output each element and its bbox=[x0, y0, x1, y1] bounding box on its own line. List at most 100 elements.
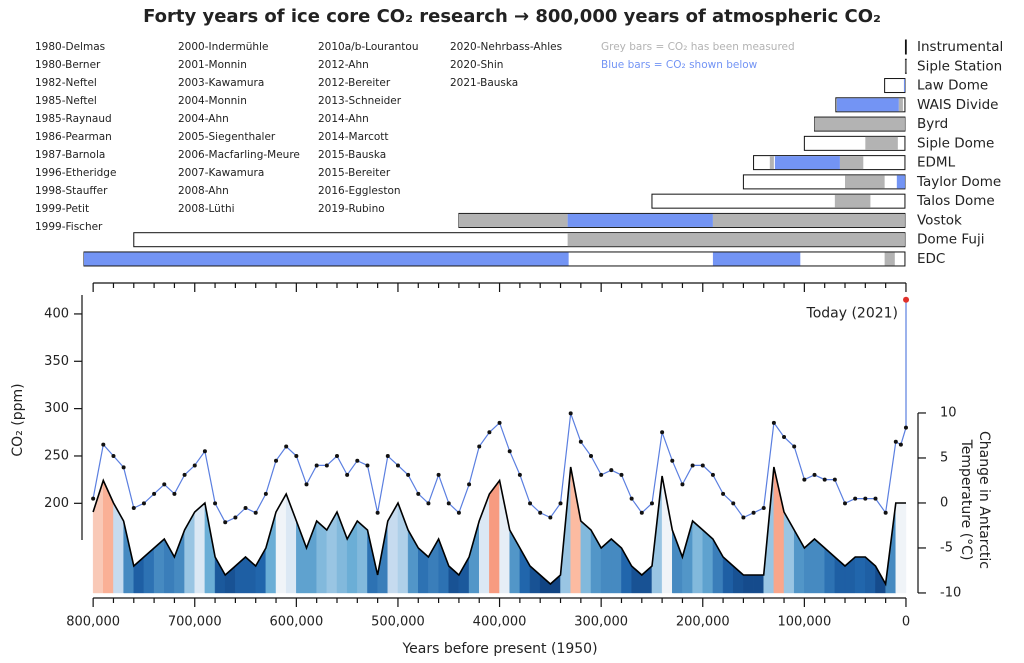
y-tick-label: 350 bbox=[44, 354, 69, 369]
annotation: Today (2021) bbox=[806, 306, 899, 322]
temperature-fill bbox=[458, 556, 470, 594]
reference: 2003-Kawamura bbox=[178, 77, 264, 89]
co2-point bbox=[223, 520, 228, 525]
x-tick-label: 0 bbox=[902, 615, 910, 630]
x-tick-label: 700,000 bbox=[168, 615, 222, 630]
co2-point bbox=[141, 501, 146, 506]
co2-point bbox=[395, 463, 400, 468]
temperature-fill bbox=[519, 547, 531, 594]
co2-point bbox=[375, 510, 380, 515]
co2-point bbox=[355, 458, 360, 463]
reference: 2005-Siegenthaler bbox=[178, 131, 276, 143]
co2-point bbox=[690, 463, 695, 468]
core-segment bbox=[884, 252, 895, 266]
co2-point bbox=[131, 506, 136, 511]
co2-point bbox=[568, 411, 573, 416]
core-segment bbox=[567, 233, 905, 247]
co2-point bbox=[792, 444, 797, 449]
co2-point bbox=[152, 491, 157, 496]
chart-title: Forty years of ice core CO₂ research → 8… bbox=[143, 6, 881, 27]
temperature-fill bbox=[184, 511, 195, 594]
temperature-fill bbox=[306, 520, 317, 594]
co2-point bbox=[101, 442, 106, 447]
core-segment bbox=[903, 79, 905, 93]
y2-axis-label: Temperature (°C) bbox=[958, 439, 974, 561]
core-segment bbox=[836, 98, 899, 112]
co2-point bbox=[548, 515, 553, 520]
reference: 2000-Indermühle bbox=[178, 41, 268, 53]
core-segment bbox=[834, 194, 871, 208]
core-name: Vostok bbox=[917, 212, 962, 228]
temperature-fill bbox=[621, 547, 632, 594]
co2-point bbox=[263, 491, 268, 496]
reference: 2004-Ahn bbox=[178, 113, 229, 125]
temperature-fill bbox=[214, 556, 226, 594]
co2-point bbox=[477, 444, 482, 449]
co2-point bbox=[91, 496, 96, 501]
temperature-fill bbox=[682, 520, 693, 594]
temperature-fill bbox=[499, 480, 510, 594]
co2-point bbox=[172, 491, 177, 496]
co2-point bbox=[771, 420, 776, 425]
y2-axis-label: Change in Antarctic bbox=[976, 431, 992, 569]
core-segment bbox=[712, 213, 905, 227]
co2-point bbox=[680, 482, 685, 487]
reference: 2020-Nehrbass-Ahles bbox=[450, 41, 562, 53]
reference: 2007-Kawamura bbox=[178, 167, 264, 179]
co2-point bbox=[670, 458, 675, 463]
temperature-fill bbox=[753, 574, 764, 594]
co2-point bbox=[243, 506, 248, 511]
co2-point bbox=[121, 465, 126, 470]
core-name: EDML bbox=[917, 155, 956, 171]
co2-point bbox=[365, 463, 370, 468]
x-tick-label: 600,000 bbox=[269, 615, 323, 630]
co2-point bbox=[233, 515, 238, 520]
temperature-fill bbox=[387, 502, 399, 594]
core-segment bbox=[458, 213, 568, 227]
co2-point bbox=[578, 439, 583, 444]
co2-point bbox=[898, 442, 903, 447]
co2-point bbox=[649, 501, 654, 506]
temperature-fill bbox=[783, 511, 795, 594]
temperature-fill bbox=[661, 475, 673, 594]
co2-point bbox=[436, 472, 441, 477]
co2-point bbox=[497, 420, 502, 425]
co2-point bbox=[863, 496, 868, 501]
y-tick-label: 400 bbox=[44, 306, 69, 321]
core-segment bbox=[865, 136, 898, 150]
reference: 1999-Fischer bbox=[35, 221, 103, 233]
y-tick-label: 250 bbox=[44, 448, 69, 463]
x-tick-label: 400,000 bbox=[473, 615, 527, 630]
temperature-fill bbox=[346, 520, 358, 594]
co2-point bbox=[274, 458, 279, 463]
co2-point bbox=[751, 510, 756, 515]
temperature-fill bbox=[489, 479, 500, 594]
reference: 1980-Delmas bbox=[35, 41, 105, 53]
co2-point bbox=[660, 430, 665, 435]
core-name: Byrd bbox=[917, 116, 948, 132]
co2-point bbox=[487, 430, 492, 435]
y-tick-label: 300 bbox=[44, 401, 69, 416]
co2-point bbox=[192, 463, 197, 468]
reference: 2015-Bereiter bbox=[318, 167, 391, 179]
temperature-fill bbox=[702, 529, 714, 594]
core-segment bbox=[769, 156, 774, 170]
co2-point bbox=[588, 453, 593, 458]
temperature-fill bbox=[326, 511, 338, 594]
co2-point bbox=[782, 435, 787, 440]
reference: 2013-Schneider bbox=[318, 95, 402, 107]
x-tick-label: 500,000 bbox=[371, 615, 425, 630]
reference: 1998-Stauffer bbox=[35, 185, 108, 197]
co2-point bbox=[710, 472, 715, 477]
temperature-fill bbox=[854, 556, 866, 594]
temperature-fill bbox=[743, 574, 754, 594]
core-name: EDC bbox=[917, 251, 945, 267]
co2-point bbox=[517, 472, 522, 477]
reference: 1996-Etheridge bbox=[35, 167, 116, 179]
co2-point bbox=[294, 453, 299, 458]
core-segment bbox=[845, 175, 885, 189]
core-name: Siple Dome bbox=[917, 135, 994, 151]
co2-point bbox=[528, 501, 533, 506]
y2-tick-label: 0 bbox=[940, 495, 948, 510]
